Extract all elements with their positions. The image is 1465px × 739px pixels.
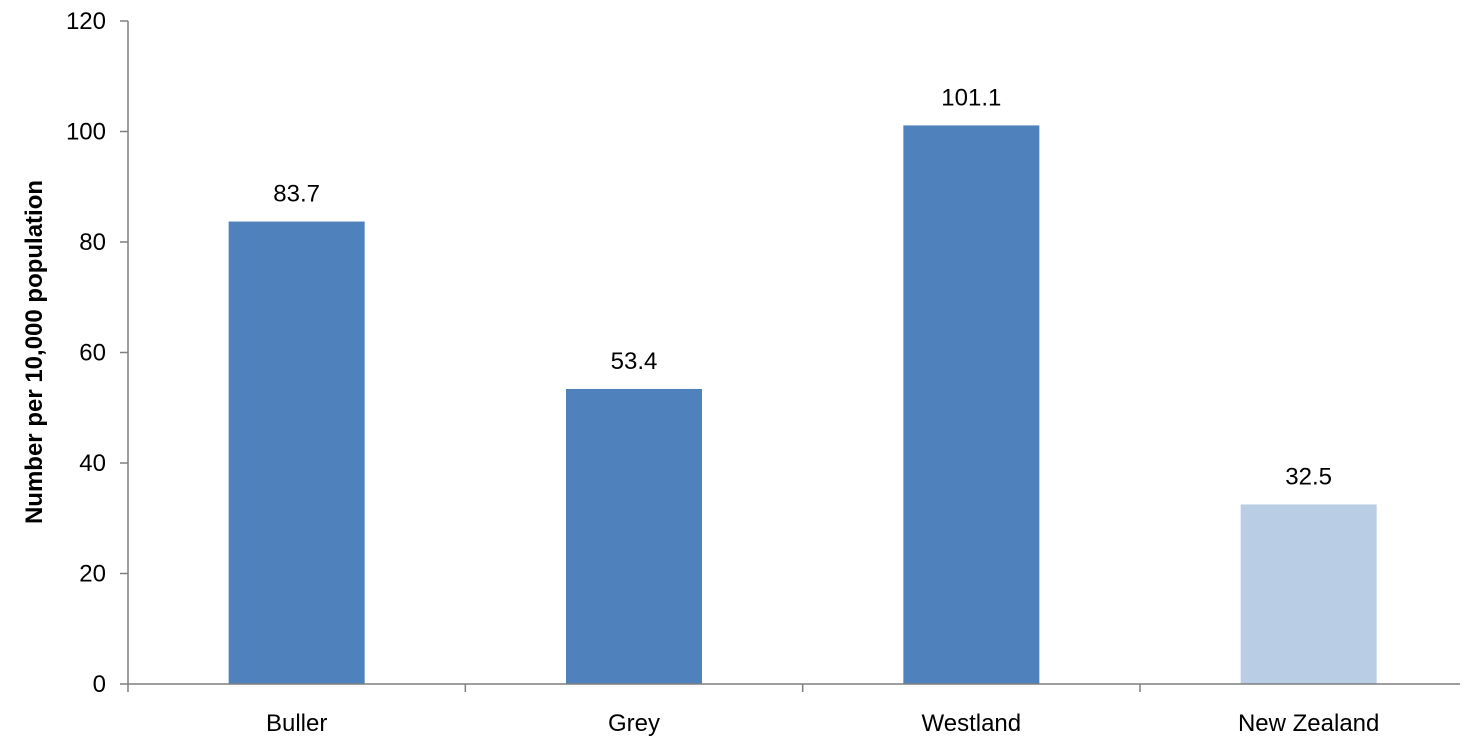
data-label: 32.5 xyxy=(1285,463,1332,490)
y-tick-label: 100 xyxy=(66,119,106,146)
x-category-label: Buller xyxy=(266,710,327,737)
y-axis-ticks: 0 20 40 60 80 100 120 xyxy=(66,8,128,698)
data-label: 101.1 xyxy=(941,84,1001,111)
y-tick-label: 20 xyxy=(79,561,106,588)
x-category-label: New Zealand xyxy=(1238,710,1379,737)
y-tick-label: 0 xyxy=(93,671,106,698)
bar-new-zealand xyxy=(1240,504,1377,684)
y-tick-label: 120 xyxy=(66,8,106,35)
x-axis-labels: Buller Grey Westland New Zealand xyxy=(127,684,1379,737)
data-label: 83.7 xyxy=(273,181,320,208)
x-category-label: Grey xyxy=(608,710,660,737)
bar-westland xyxy=(903,125,1040,685)
bars xyxy=(228,125,1377,685)
y-axis-title: Number per 10,000 population xyxy=(21,180,48,524)
y-tick-label: 80 xyxy=(79,229,106,256)
x-category-label: Westland xyxy=(922,710,1022,737)
y-tick-label: 60 xyxy=(79,340,106,367)
bar-buller xyxy=(228,221,365,684)
data-labels: 83.7 53.4 101.1 32.5 xyxy=(273,84,1332,490)
y-tick-label: 40 xyxy=(79,450,106,477)
bar-grey xyxy=(566,388,702,684)
data-label: 53.4 xyxy=(611,348,658,375)
